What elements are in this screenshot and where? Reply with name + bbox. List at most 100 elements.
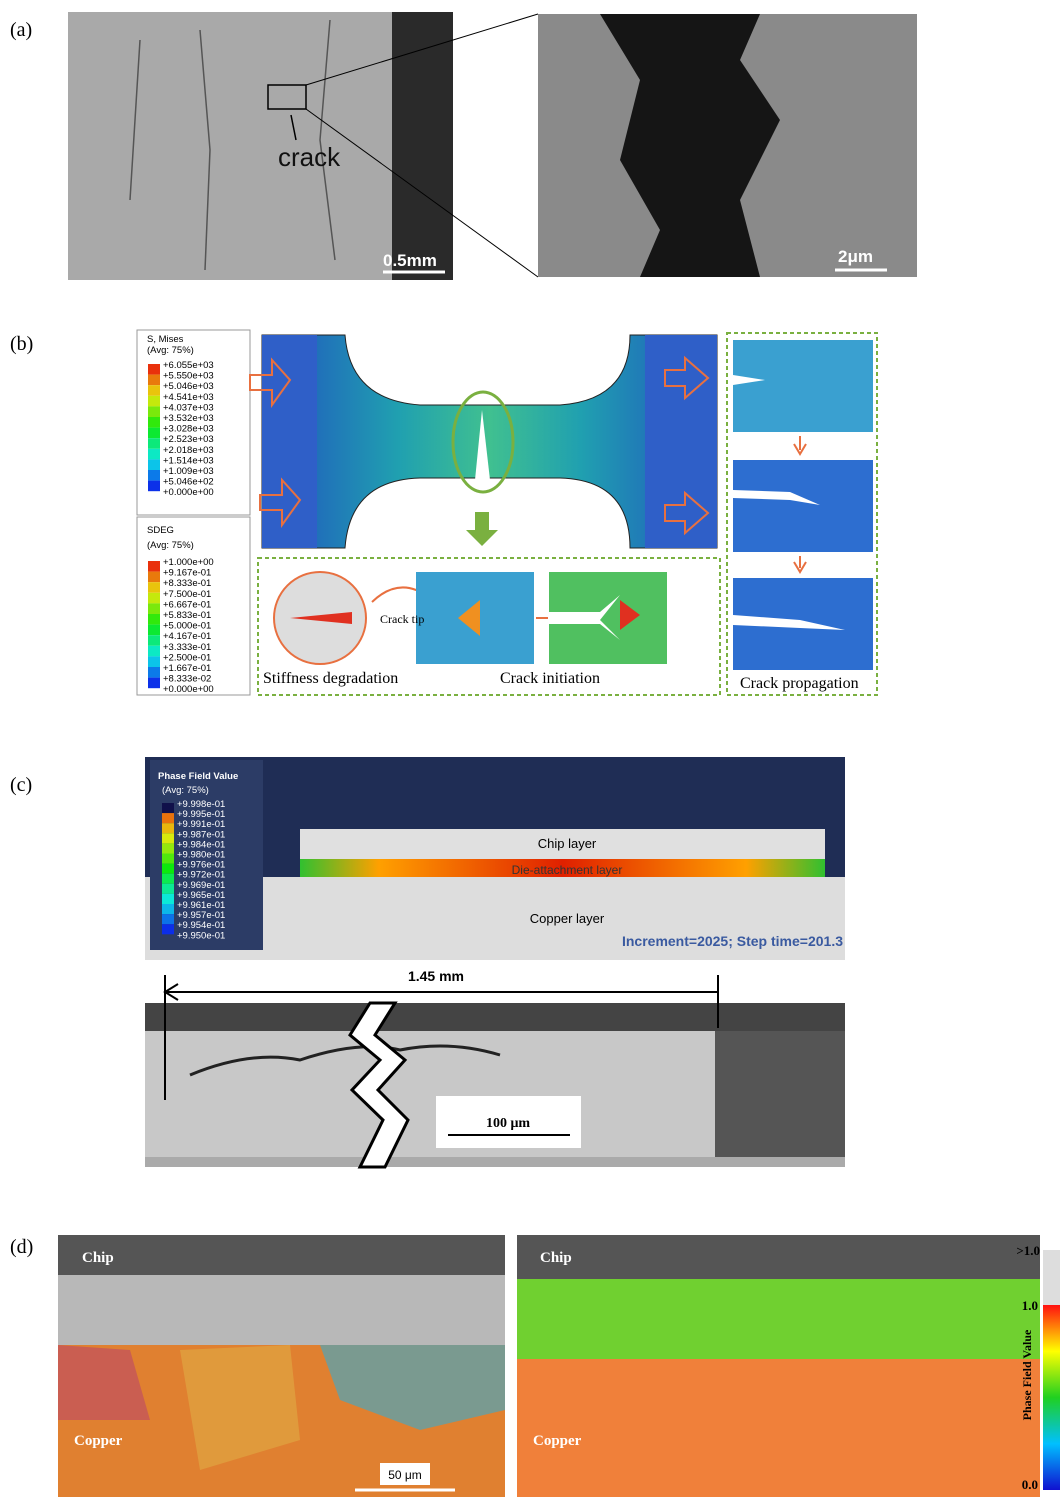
legend-swatch <box>148 385 160 396</box>
copper-region <box>145 1157 845 1167</box>
scale-label: 50 μm <box>388 1468 422 1482</box>
legend-swatch <box>162 813 174 823</box>
region-label: Copper <box>74 1433 123 1449</box>
legend-swatch <box>162 924 174 934</box>
legend-swatch <box>148 417 160 428</box>
legend-value: +9.950e-01 <box>177 930 225 941</box>
legend-swatch <box>148 572 160 583</box>
legend-swatch <box>148 635 160 646</box>
legend-swatch <box>162 864 174 874</box>
figure: (a) crack 0.5mm 2μm (b) S, Mises (Avg: 7… <box>0 0 1060 1497</box>
legend-value: +7.500e-01 <box>163 589 211 600</box>
annotation: Increment=2025; Step time=201.3 <box>622 933 843 949</box>
legend-swatch <box>162 833 174 843</box>
legend-value: +1.009e+03 <box>163 466 214 477</box>
legend-swatch <box>162 904 174 914</box>
legend-swatch <box>162 914 174 924</box>
legend-swatch <box>162 803 174 813</box>
legend-value: +6.667e-01 <box>163 599 211 610</box>
colorbar-label: 1.0 <box>1022 1298 1038 1313</box>
legend-subtitle: (Avg: 75%) <box>147 345 194 356</box>
legend-value: +8.333e-01 <box>163 578 211 589</box>
fe-inset <box>733 460 873 552</box>
legend-subtitle: (Avg: 75%) <box>162 785 209 796</box>
legend-swatch <box>148 396 160 407</box>
legend-swatch <box>148 656 160 667</box>
annotation: crack <box>278 142 341 172</box>
region-label: Copper <box>533 1433 582 1449</box>
legend-swatch <box>148 678 160 689</box>
panel-label: (c) <box>10 774 32 796</box>
panel-label: (d) <box>10 1236 33 1258</box>
legend-value: +1.667e-01 <box>163 663 211 674</box>
legend-swatch <box>148 428 160 439</box>
propagation-frames <box>733 340 873 670</box>
panel-label: (b) <box>10 333 33 355</box>
legend-swatch <box>148 561 160 572</box>
grip <box>645 335 717 548</box>
legend-swatch <box>162 823 174 833</box>
legend-value: +2.523e+03 <box>163 434 214 445</box>
legend-title: SDEG <box>147 525 174 536</box>
legend-swatch <box>162 884 174 894</box>
legend-swatch <box>148 614 160 625</box>
legend-swatch <box>148 449 160 460</box>
layer-label: Die-attachment layer <box>512 863 623 877</box>
annotation: Crack propagation <box>740 675 859 692</box>
fe-inset <box>733 340 873 432</box>
legend-title: S, Mises <box>147 334 184 345</box>
scale-label: 2μm <box>838 247 873 266</box>
region-label: Chip <box>82 1250 114 1266</box>
legend-swatch <box>162 854 174 864</box>
legend-value: +0.000e+00 <box>163 684 214 695</box>
legend-swatch <box>148 593 160 604</box>
legend-swatch <box>148 667 160 678</box>
legend-swatch <box>148 481 160 492</box>
legend-subtitle: (Avg: 75%) <box>147 540 194 551</box>
legend-swatch <box>148 438 160 449</box>
legend-swatch <box>148 459 160 470</box>
legend-swatch <box>148 375 160 386</box>
colorbar-label: >1.0 <box>1016 1243 1040 1258</box>
legend-swatch <box>148 364 160 375</box>
panel-label: (a) <box>10 19 32 41</box>
annotation: Crack tip <box>380 612 424 626</box>
legend-swatch <box>148 406 160 417</box>
legend-value: +5.046e+03 <box>163 381 214 392</box>
legend-value: +5.000e-01 <box>163 621 211 632</box>
legend-swatch <box>162 874 174 884</box>
colorbar <box>1043 1305 1060 1490</box>
legend-swatch <box>148 646 160 657</box>
legend-value: +6.055e+03 <box>163 360 214 371</box>
legend-swatch <box>162 843 174 853</box>
legend-title: Phase Field Value <box>158 771 238 782</box>
bond-layer <box>58 1275 505 1350</box>
legend-swatch <box>162 894 174 904</box>
dimension-label: 1.45 mm <box>408 968 464 984</box>
phase-field-layer <box>517 1279 1040 1359</box>
layer-label: Copper layer <box>530 911 605 926</box>
legend-value: +3.028e+03 <box>163 424 214 435</box>
annotation: Stiffness degradation <box>263 670 398 687</box>
legend-swatch <box>148 470 160 481</box>
legend-value: +1.514e+03 <box>163 455 214 466</box>
legend-swatch <box>148 582 160 593</box>
scale-label: 0.5mm <box>383 251 437 270</box>
legend-value: +2.500e-01 <box>163 652 211 663</box>
legend-value: +4.037e+03 <box>163 402 214 413</box>
chip-region <box>517 1235 1040 1279</box>
filler-region <box>715 1031 845 1157</box>
legend-value: +4.541e+03 <box>163 392 214 403</box>
down-arrow <box>466 512 498 546</box>
copper-region <box>517 1359 1040 1497</box>
annotation: Crack initiation <box>500 670 600 687</box>
legend-value: +4.167e-01 <box>163 631 211 642</box>
legend-value: +0.000e+00 <box>163 487 214 498</box>
region-label: Chip <box>540 1250 572 1266</box>
legend-value: +8.333e-02 <box>163 674 211 685</box>
background-region <box>392 12 453 280</box>
chip-region <box>58 1235 505 1275</box>
legend-value: +5.046e+02 <box>163 477 214 488</box>
legend-value: +5.833e-01 <box>163 610 211 621</box>
legend-value: +3.532e+03 <box>163 413 214 424</box>
